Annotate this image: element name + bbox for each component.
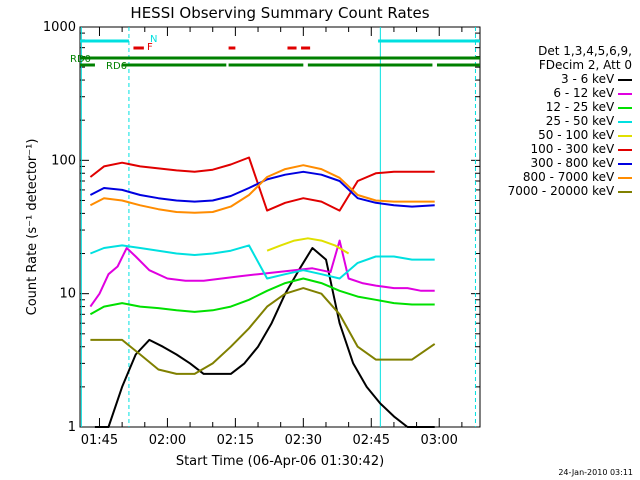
legend-entry-label: 100 - 300 keV bbox=[530, 142, 618, 156]
x-axis-label: Start Time (06-Apr-06 01:30:42) bbox=[176, 454, 384, 469]
legend-entry-label: 50 - 100 keV bbox=[538, 128, 618, 142]
legend-entry-label: 6 - 12 keV bbox=[553, 86, 618, 100]
legend-entry-label: 3 - 6 keV bbox=[561, 72, 618, 86]
legend-entry-label: 800 - 7000 keV bbox=[522, 170, 618, 184]
legend-entry-label: 7000 - 20000 keV bbox=[507, 184, 618, 198]
legend-swatch bbox=[618, 176, 632, 179]
series-line-0 bbox=[94, 247, 435, 428]
legend-swatch bbox=[618, 190, 632, 193]
y-axis-label: Count Rate (s⁻¹ detector⁻¹) bbox=[25, 139, 40, 316]
y-axis: 1 10 100 1000 bbox=[43, 20, 480, 435]
y-tick-label: 1000 bbox=[43, 20, 76, 35]
series-line-6 bbox=[89, 170, 435, 208]
legend-swatch bbox=[618, 148, 632, 151]
vertical-markers bbox=[80, 27, 476, 427]
legend-entry: 300 - 800 keV bbox=[508, 156, 632, 170]
legend-entry: 25 - 50 keV bbox=[508, 114, 632, 128]
legend-swatch bbox=[618, 162, 632, 165]
flag-label-rd6: RD6 bbox=[106, 61, 127, 72]
legend: Det 1,3,4,5,6,9, FDecim 2, Att 0 3 - 6 k… bbox=[508, 44, 632, 198]
y-tick-label: 100 bbox=[51, 153, 76, 168]
series-line-3 bbox=[90, 244, 435, 280]
legend-header-2: FDecim 2, Att 0 bbox=[538, 58, 632, 72]
legend-swatch bbox=[618, 106, 632, 109]
legend-header-1: Det 1,3,4,5,6,9, bbox=[538, 44, 632, 58]
legend-swatch bbox=[618, 92, 632, 95]
x-tick-label: 02:00 bbox=[149, 433, 186, 448]
flag-label-rd0: RD0 bbox=[70, 54, 91, 65]
series-line-1 bbox=[89, 239, 435, 308]
footer-timestamp: 24-Jan-2010 03:11 bbox=[558, 468, 633, 477]
series-line-8 bbox=[90, 287, 436, 375]
legend-entry: 800 - 7000 keV bbox=[508, 170, 632, 184]
legend-swatch bbox=[618, 120, 632, 123]
legend-swatch bbox=[618, 134, 632, 137]
chart-title: HESSI Observing Summary Count Rates bbox=[130, 4, 429, 22]
legend-entry: 50 - 100 keV bbox=[508, 128, 632, 142]
legend-entry: 3 - 6 keV bbox=[508, 72, 632, 86]
series-line-7 bbox=[89, 164, 435, 214]
series-layer bbox=[89, 156, 436, 428]
legend-swatch bbox=[618, 78, 632, 81]
plot-frame bbox=[79, 26, 481, 428]
x-tick-label: 02:15 bbox=[217, 433, 254, 448]
y-tick-label: 1 bbox=[68, 420, 76, 435]
x-tick-label: 02:30 bbox=[285, 433, 322, 448]
legend-entry-label: 12 - 25 keV bbox=[545, 100, 618, 114]
legend-entry: 12 - 25 keV bbox=[508, 100, 632, 114]
x-tick-label: 02:45 bbox=[353, 433, 390, 448]
series-line-2 bbox=[89, 277, 435, 316]
x-axis: 01:45 02:00 02:15 02:30 02:45 03:00 bbox=[81, 27, 463, 448]
flag-label-f: F bbox=[147, 42, 153, 53]
legend-entry-label: 25 - 50 keV bbox=[545, 114, 618, 128]
legend-entry: 100 - 300 keV bbox=[508, 142, 632, 156]
x-tick-label: 01:45 bbox=[81, 433, 118, 448]
flag-bars: NF RD0 RD6 bbox=[70, 34, 480, 72]
legend-entry-label: 300 - 800 keV bbox=[530, 156, 618, 170]
x-tick-label: 03:00 bbox=[420, 433, 457, 448]
legend-entry: 7000 - 20000 keV bbox=[508, 184, 632, 198]
legend-entry: 6 - 12 keV bbox=[508, 86, 632, 100]
y-tick-label: 10 bbox=[59, 287, 76, 302]
flag-label-n: N bbox=[150, 34, 157, 45]
series-line-4 bbox=[266, 237, 350, 255]
series-line-5 bbox=[89, 156, 435, 212]
